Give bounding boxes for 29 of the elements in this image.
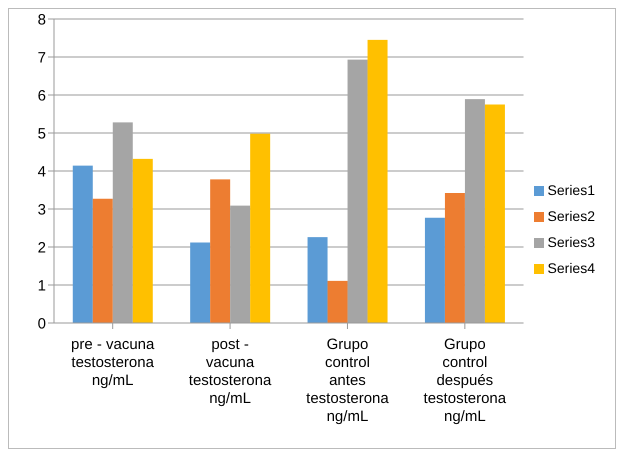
legend-label: Series1 [548,182,595,198]
bar [210,179,230,323]
bar [484,104,505,323]
y-tick-label: 0 [38,315,46,332]
x-tick-label: Grupo control después testosterona ng/mL [424,336,507,425]
y-tick-label: 1 [38,277,46,294]
bar [92,198,113,323]
y-tick-label: 7 [38,49,46,66]
x-tick-label: Grupo control antes testosterona ng/mL [306,336,390,425]
y-tick-label: 8 [38,11,46,28]
y-tick-label: 3 [38,201,46,218]
legend-label: Series2 [548,208,595,224]
bar [250,134,270,323]
legend-label: Series4 [548,260,595,276]
y-tick-label: 6 [38,87,46,104]
bar [424,218,445,323]
y-tick-label: 2 [38,239,46,256]
x-tick-label: pre - vacuna testosterona ng/mL [70,336,156,389]
bar [368,40,388,323]
bar [328,280,348,323]
bar [190,242,210,323]
y-tick-label: 4 [38,163,46,180]
legend-label: Series3 [548,234,595,250]
bar [444,193,465,323]
bar [132,158,153,323]
bar [308,237,328,323]
x-tick-label: post - vacuna testosterona ng/mL [188,336,272,407]
y-tick-label: 5 [38,125,46,142]
bar [72,166,93,323]
